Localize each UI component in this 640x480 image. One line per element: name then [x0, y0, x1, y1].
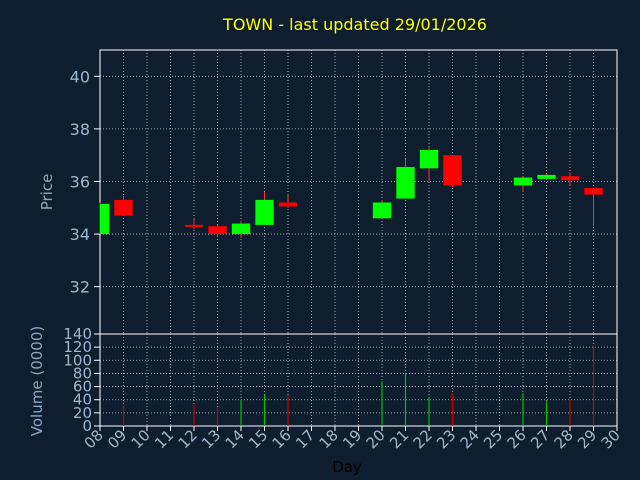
chart-title: TOWN - last updated 29/01/2026	[222, 15, 487, 34]
candle	[231, 220, 251, 239]
candle-body	[396, 167, 415, 199]
candle-body	[372, 202, 392, 219]
volume-ytick-label: 40	[73, 391, 92, 409]
x-tick-label: 11	[151, 426, 177, 452]
candle	[513, 176, 533, 191]
x-tick-label: 17	[292, 426, 318, 452]
candle-body	[231, 223, 251, 235]
volume-ytick-label: 60	[73, 378, 92, 396]
price-panel: 32 34 36 38 40	[70, 49, 618, 335]
x-tick-label: 27	[527, 426, 553, 452]
candle	[255, 192, 274, 225]
candle-body	[560, 176, 580, 181]
x-tick-label: 21	[386, 426, 412, 452]
volume-ytick-label: 80	[73, 364, 92, 382]
candle-body	[255, 199, 274, 225]
candle	[443, 155, 462, 187]
x-tick-label: 29	[574, 426, 600, 452]
candle	[114, 195, 133, 216]
x-tick-label: 22	[410, 426, 436, 452]
x-tick-label: 20	[363, 426, 389, 452]
price-axis-label: Price	[38, 174, 56, 211]
x-tick-label: 12	[175, 426, 201, 452]
x-tick-label: 18	[316, 426, 342, 452]
candle-body	[184, 224, 204, 227]
candle-body	[100, 203, 110, 235]
candle-body	[208, 226, 227, 235]
volume-axis-label: Volume (0000)	[28, 326, 46, 436]
volume-ytick-label: 100	[63, 351, 92, 369]
volume-ytick-label: 140	[63, 325, 92, 343]
candle-body	[278, 202, 298, 207]
x-tick-label: 10	[128, 426, 154, 452]
volume-ytick-label: 0	[82, 417, 92, 435]
candle	[184, 218, 204, 229]
x-tick-label: 09	[104, 426, 130, 452]
x-tick-label: 16	[269, 426, 295, 452]
x-tick-label: 26	[504, 426, 530, 452]
candle	[396, 159, 415, 199]
candle	[99, 202, 110, 235]
price-ytick-label: 34	[70, 225, 90, 244]
price-ytick-label: 38	[70, 120, 90, 139]
x-tick-label: 13	[198, 426, 224, 452]
candle	[419, 147, 439, 182]
price-ytick-label: 40	[70, 67, 90, 86]
price-ytick-label: 36	[70, 172, 90, 191]
x-tick-label: 19	[339, 426, 365, 452]
candle-body	[419, 149, 439, 169]
candle-body	[537, 174, 556, 179]
candle	[584, 188, 603, 227]
candle	[372, 199, 392, 220]
candle	[208, 224, 227, 237]
volume-panel: 0204060801001201400809101112131415161718…	[63, 325, 623, 452]
x-tick-label: 14	[222, 426, 248, 452]
x-tick-label: 25	[480, 426, 506, 452]
candle	[560, 172, 580, 186]
candle-body	[584, 188, 603, 195]
x-tick-label: 30	[598, 426, 624, 452]
candle-body	[443, 155, 462, 186]
candle-body	[513, 177, 533, 186]
x-tick-label: 24	[457, 426, 483, 452]
volume-ytick-label: 120	[63, 338, 92, 356]
volume-ytick-label: 20	[73, 404, 92, 422]
price-ytick-label: 32	[70, 278, 90, 297]
candle	[278, 194, 298, 208]
x-tick-label: 23	[433, 426, 459, 452]
candle	[537, 173, 556, 181]
candle-body	[114, 199, 133, 216]
x-tick-label: 15	[245, 426, 271, 452]
x-tick-label: 28	[551, 426, 577, 452]
x-axis-label: Day	[332, 458, 362, 476]
